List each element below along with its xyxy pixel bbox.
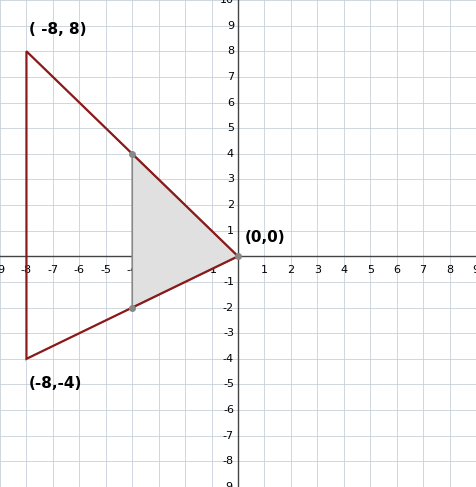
Text: -1: -1 bbox=[223, 277, 234, 287]
Text: -8: -8 bbox=[223, 456, 234, 467]
Text: -7: -7 bbox=[223, 431, 234, 441]
Text: -5: -5 bbox=[100, 265, 111, 275]
Text: 9: 9 bbox=[473, 265, 476, 275]
Text: 3: 3 bbox=[227, 174, 234, 185]
Text: 6: 6 bbox=[393, 265, 400, 275]
Text: 8: 8 bbox=[227, 46, 234, 56]
Text: -8: -8 bbox=[21, 265, 32, 275]
Text: -4: -4 bbox=[223, 354, 234, 364]
Text: -1: -1 bbox=[206, 265, 217, 275]
Text: -2: -2 bbox=[179, 265, 191, 275]
Text: 3: 3 bbox=[314, 265, 321, 275]
Text: 5: 5 bbox=[227, 123, 234, 133]
Text: 2: 2 bbox=[227, 200, 234, 210]
Text: -9: -9 bbox=[0, 265, 6, 275]
Text: 1: 1 bbox=[227, 225, 234, 236]
Text: -5: -5 bbox=[223, 379, 234, 390]
Text: -9: -9 bbox=[223, 482, 234, 487]
Text: 4: 4 bbox=[227, 149, 234, 159]
Text: -2: -2 bbox=[223, 302, 234, 313]
Text: 10: 10 bbox=[220, 0, 234, 5]
Text: -7: -7 bbox=[47, 265, 59, 275]
Text: 7: 7 bbox=[419, 265, 426, 275]
Text: 5: 5 bbox=[367, 265, 374, 275]
Text: (-8,-4): (-8,-4) bbox=[29, 375, 82, 391]
Text: -3: -3 bbox=[153, 265, 164, 275]
Text: 4: 4 bbox=[340, 265, 347, 275]
Text: 8: 8 bbox=[446, 265, 453, 275]
Polygon shape bbox=[132, 154, 238, 308]
Text: 9: 9 bbox=[227, 20, 234, 31]
Text: (0,0): (0,0) bbox=[245, 229, 285, 244]
Text: -6: -6 bbox=[223, 405, 234, 415]
Text: 1: 1 bbox=[261, 265, 268, 275]
Text: 7: 7 bbox=[227, 72, 234, 82]
Text: -4: -4 bbox=[127, 265, 138, 275]
Text: 6: 6 bbox=[227, 97, 234, 108]
Text: 2: 2 bbox=[288, 265, 295, 275]
Text: ( -8, 8): ( -8, 8) bbox=[29, 22, 87, 37]
Text: -3: -3 bbox=[223, 328, 234, 338]
Text: -6: -6 bbox=[74, 265, 85, 275]
